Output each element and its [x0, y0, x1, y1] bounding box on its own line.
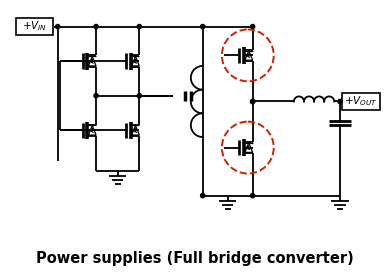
Circle shape: [137, 94, 142, 98]
Circle shape: [338, 99, 342, 104]
Circle shape: [94, 24, 98, 29]
Circle shape: [250, 99, 255, 104]
Text: Power supplies (Full bridge converter): Power supplies (Full bridge converter): [36, 251, 354, 266]
Circle shape: [137, 24, 142, 29]
FancyBboxPatch shape: [16, 18, 53, 35]
Circle shape: [55, 24, 60, 29]
Text: $+V_{IN}$: $+V_{IN}$: [22, 20, 47, 34]
Text: $+V_{OUT}$: $+V_{OUT}$: [344, 95, 378, 108]
Circle shape: [250, 194, 255, 198]
Circle shape: [94, 94, 98, 98]
Circle shape: [200, 194, 205, 198]
Circle shape: [200, 24, 205, 29]
Circle shape: [250, 24, 255, 29]
Circle shape: [250, 99, 255, 104]
FancyBboxPatch shape: [342, 93, 380, 110]
